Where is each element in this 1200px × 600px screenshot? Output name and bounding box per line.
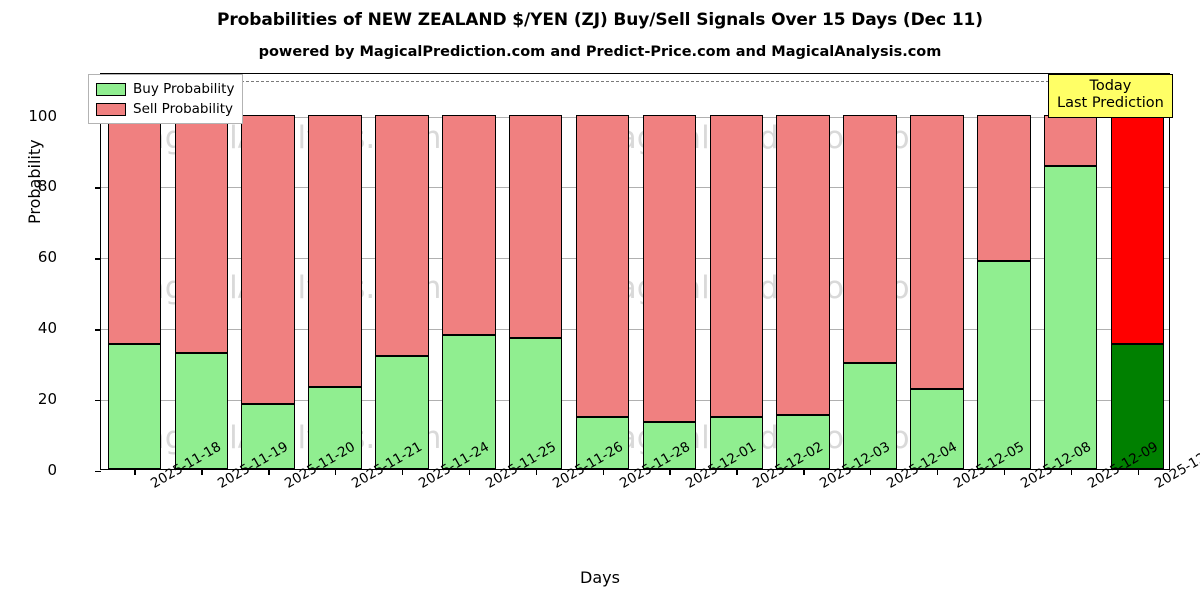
x-axis-tick	[736, 469, 738, 475]
x-axis-tick	[201, 469, 203, 475]
bar[interactable]	[241, 74, 295, 469]
bar[interactable]	[843, 74, 897, 469]
bar-segment-buy[interactable]	[442, 335, 496, 469]
legend-swatch-icon	[96, 82, 126, 96]
y-axis-tick	[95, 258, 101, 260]
y-gridline	[101, 329, 1169, 331]
bar[interactable]	[107, 74, 162, 469]
bar-segment-buy[interactable]	[977, 261, 1031, 469]
legend-item-label: Sell Probability	[133, 101, 234, 117]
y-axis-tick-label: 100	[28, 106, 57, 125]
bar-today[interactable]	[1110, 74, 1165, 469]
top-dashed-line	[101, 81, 1169, 83]
x-axis-title: Days	[580, 568, 620, 587]
bar[interactable]	[575, 74, 630, 469]
x-axis-tick	[1003, 469, 1006, 475]
y-axis-tick	[95, 187, 101, 189]
y-axis-tick	[95, 400, 101, 402]
bar-segment-buy[interactable]	[174, 352, 229, 469]
x-axis-tick	[134, 469, 136, 475]
x-axis-tick	[535, 469, 538, 475]
bar-segment-sell[interactable]	[977, 114, 1031, 262]
bar-segment-buy[interactable]	[1110, 343, 1165, 469]
bar-segment-buy[interactable]	[308, 386, 362, 469]
y-gridline	[101, 400, 1169, 402]
today-annotation-line1: Today	[1089, 78, 1132, 94]
bar-segment-buy[interactable]	[375, 355, 429, 469]
y-gridline	[101, 258, 1169, 260]
bar-segment-sell[interactable]	[375, 114, 429, 356]
x-axis-tick	[803, 469, 805, 475]
x-axis-tick	[1070, 469, 1073, 475]
y-axis-tick-label: 60	[37, 248, 57, 267]
x-axis-tick	[870, 469, 872, 475]
x-axis-tick	[1137, 469, 1139, 475]
y-axis-tick-label: 0	[47, 461, 57, 479]
bar[interactable]	[977, 74, 1031, 469]
bar[interactable]	[709, 74, 764, 469]
bar-segment-buy[interactable]	[1043, 166, 1098, 469]
x-axis-tick	[468, 469, 471, 475]
y-gridline	[101, 187, 1169, 189]
plot-inner: MagicalAnalysis.comMagicalPrediction.com…	[101, 74, 1169, 469]
bar-segment-sell[interactable]	[843, 114, 897, 363]
bar-segment-sell[interactable]	[1043, 114, 1098, 167]
y-gridline	[101, 116, 1169, 118]
bar[interactable]	[375, 74, 429, 469]
x-axis-tick	[335, 469, 337, 475]
legend-swatch-icon	[96, 102, 126, 116]
bar-segment-buy[interactable]	[776, 415, 830, 469]
today-annotation: Today Last Prediction	[1048, 74, 1173, 119]
bar-segment-sell[interactable]	[174, 114, 229, 353]
bar-segment-buy[interactable]	[843, 362, 897, 469]
bar-segment-sell[interactable]	[241, 114, 295, 404]
bar-segment-buy[interactable]	[241, 403, 295, 469]
y-axis-tick-label: 80	[37, 177, 57, 196]
chart-subtitle: powered by MagicalPrediction.com and Pre…	[258, 44, 942, 60]
y-axis-tick	[95, 329, 101, 331]
bar-segment-sell[interactable]	[776, 114, 830, 416]
today-annotation-line2: Last Prediction	[1057, 95, 1164, 112]
bar-segment-sell[interactable]	[1110, 114, 1165, 344]
bar[interactable]	[174, 74, 229, 469]
bar[interactable]	[910, 74, 964, 469]
bar-segment-buy[interactable]	[107, 343, 162, 469]
bar-segment-buy[interactable]	[508, 337, 563, 469]
bar-segment-buy[interactable]	[709, 416, 764, 469]
x-axis-tick	[669, 469, 671, 475]
x-axis-tick	[401, 469, 404, 475]
bar[interactable]	[642, 74, 697, 469]
bar-segment-buy[interactable]	[575, 416, 630, 469]
y-axis-tick-label: 20	[37, 390, 57, 409]
bar-segment-sell[interactable]	[642, 114, 697, 422]
bar-segment-sell[interactable]	[575, 114, 630, 417]
y-axis-tick-label: 40	[37, 319, 57, 338]
page-title: Probabilities of NEW ZEALAND $/YEN (ZJ) …	[217, 10, 983, 30]
legend-item-label: Buy Probability	[133, 81, 235, 97]
legend-item[interactable]: Buy Probability	[96, 81, 234, 97]
bar-segment-buy[interactable]	[910, 388, 964, 469]
chart-legend: Buy Probability Sell Probability	[88, 74, 244, 124]
bar[interactable]	[442, 74, 496, 469]
x-axis-tick	[268, 469, 270, 475]
x-axis-tick	[602, 469, 604, 475]
bar[interactable]	[508, 74, 563, 469]
plot-area: MagicalAnalysis.comMagicalPrediction.com…	[25, 73, 1200, 492]
bar[interactable]	[776, 74, 830, 469]
bar-segment-sell[interactable]	[709, 114, 764, 417]
bar-segment-sell[interactable]	[442, 114, 496, 336]
bar-segment-sell[interactable]	[508, 114, 563, 338]
bar-segment-sell[interactable]	[910, 114, 964, 389]
bar[interactable]	[308, 74, 362, 469]
y-axis-tick	[95, 471, 101, 473]
bar-segment-buy[interactable]	[642, 421, 697, 469]
legend-item[interactable]: Sell Probability	[96, 101, 234, 117]
x-axis-tick	[936, 469, 939, 475]
bar[interactable]	[1043, 74, 1098, 469]
bar-segment-sell[interactable]	[308, 114, 362, 387]
bar-segment-sell[interactable]	[107, 114, 162, 344]
